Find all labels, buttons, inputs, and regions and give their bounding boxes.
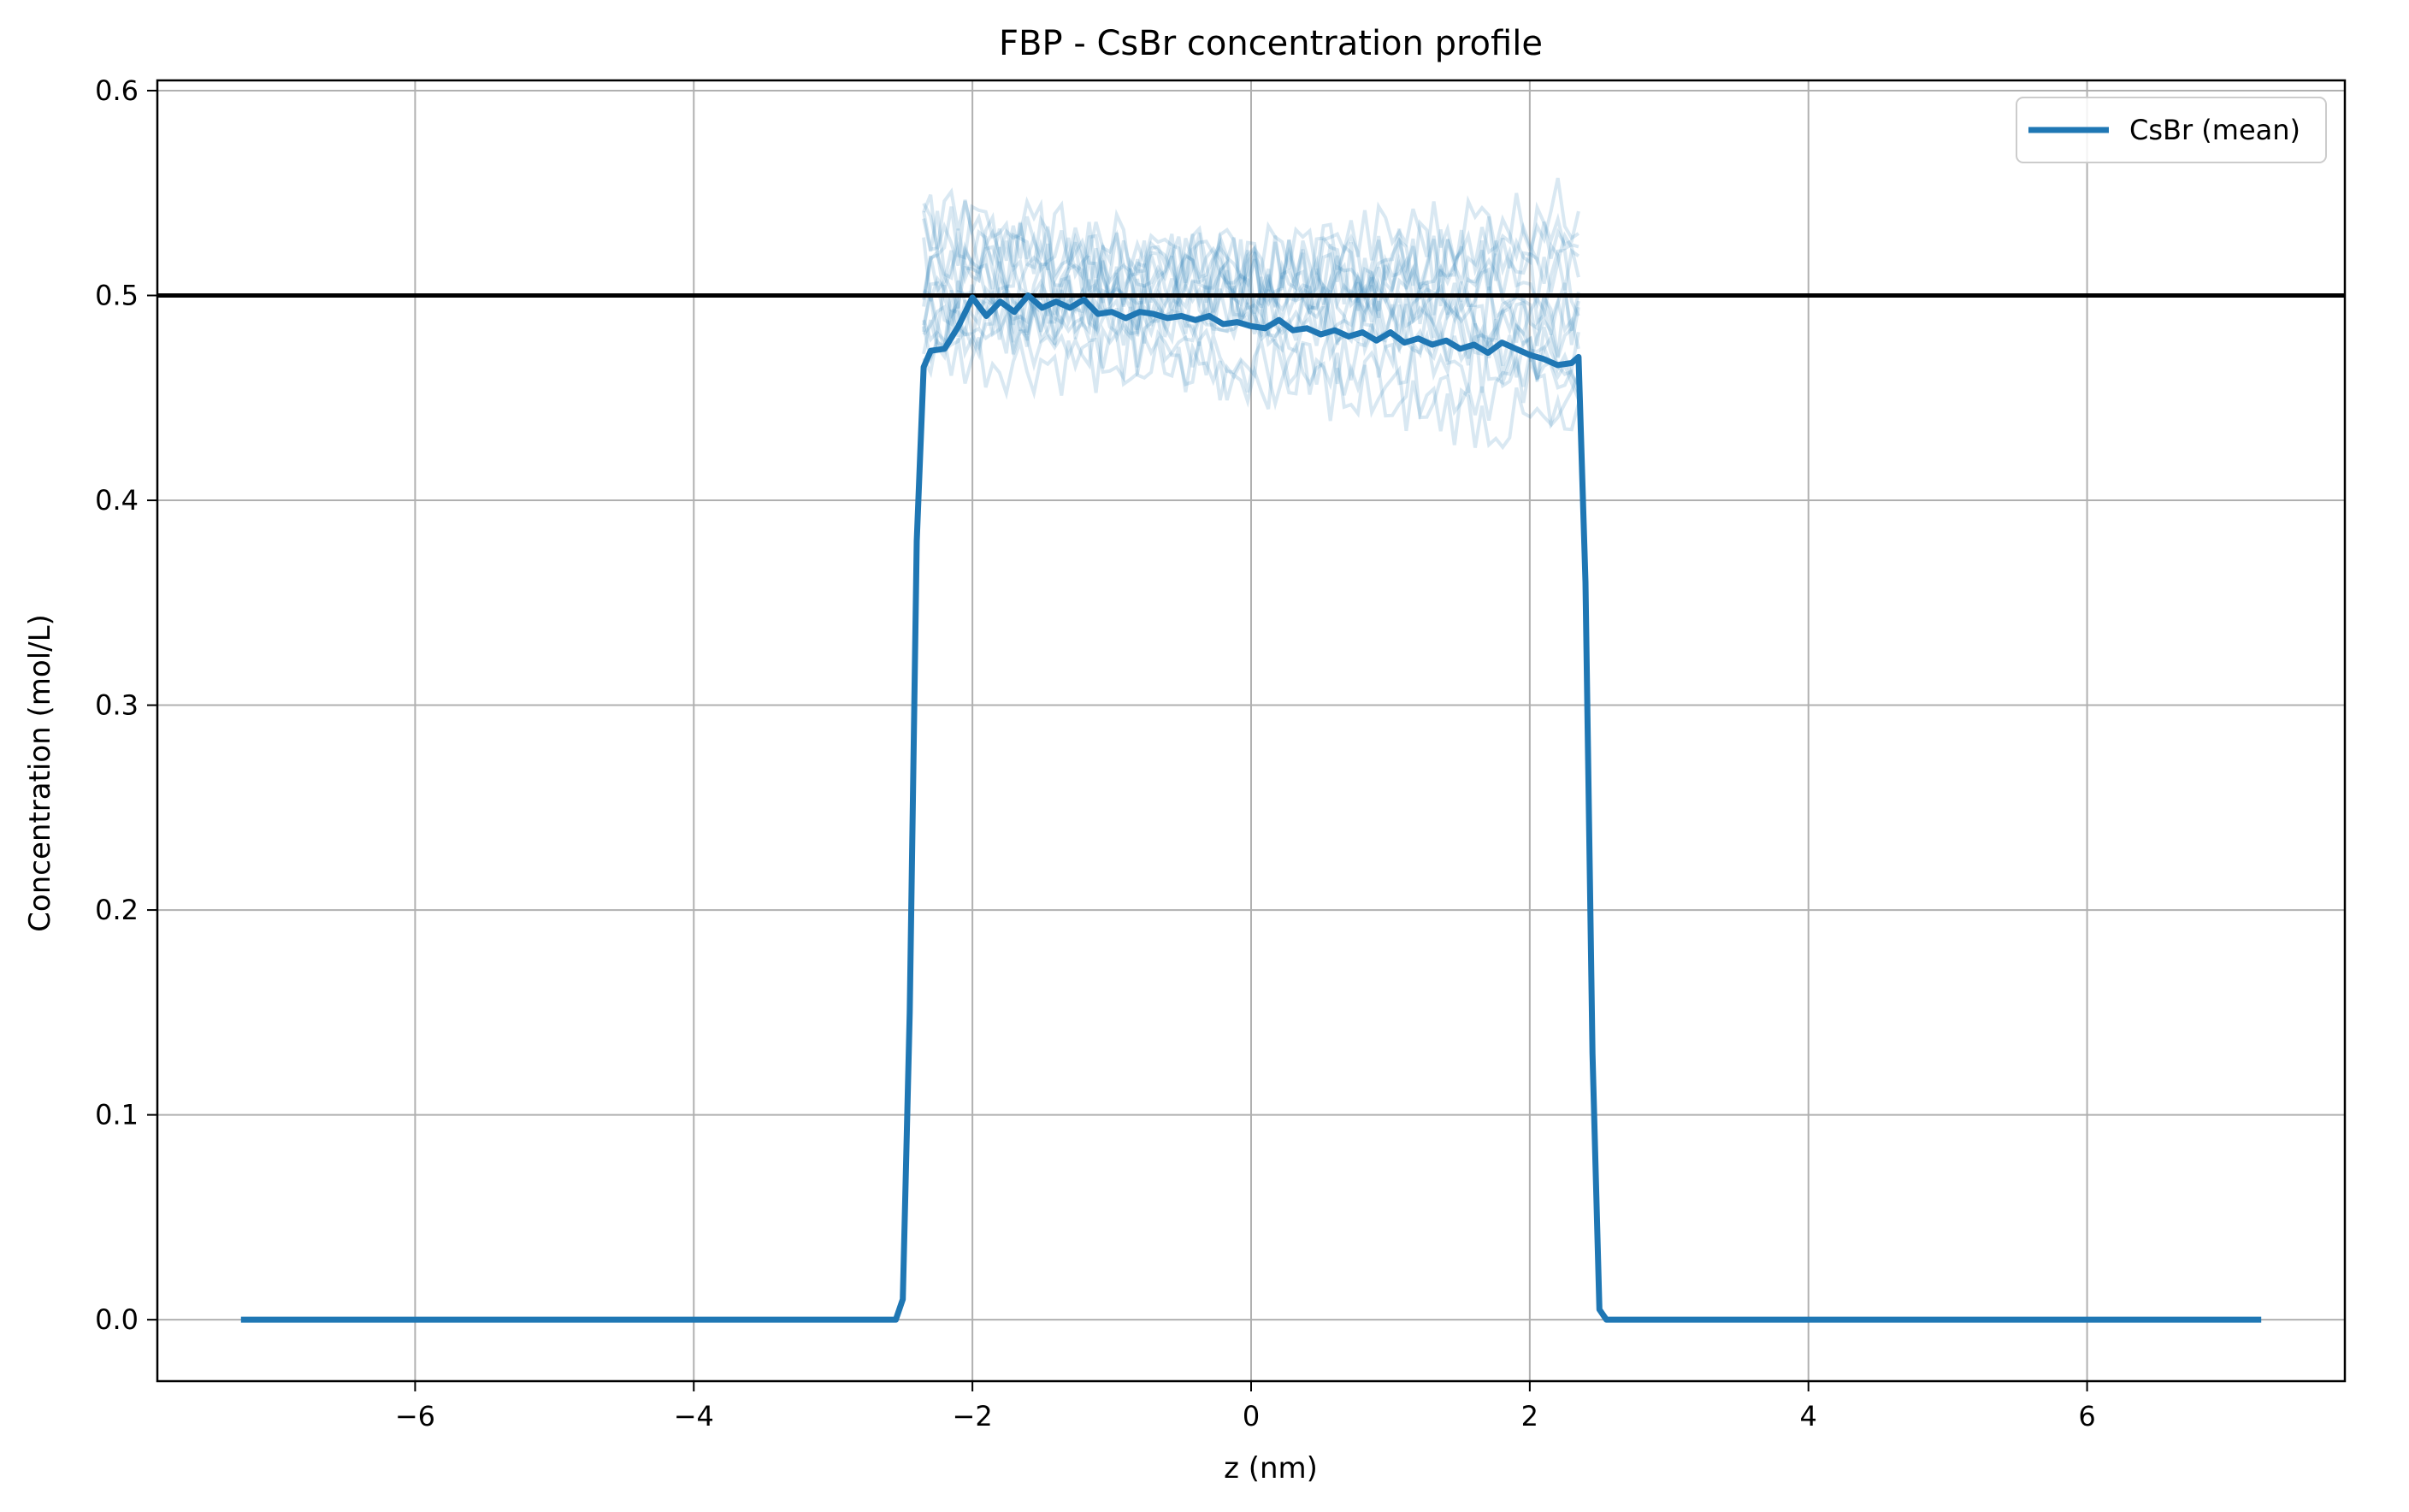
x-tick-label-3: 0 [1243,1400,1260,1432]
y-tick-label-4: 0.4 [95,484,139,517]
replica-line-9 [922,177,1580,333]
y-axis-ticks: 0.0 0.1 0.2 0.3 0.4 0.5 0.6 [95,74,157,1336]
replica-line-13 [922,296,1580,400]
replica-series-group [922,177,1580,451]
mean-series-group [240,292,2262,1323]
y-tick-label-6: 0.6 [95,74,139,107]
legend-frame [2016,97,2327,163]
chart-title: FBP - CsBr concentration profile [999,24,1543,63]
replica-line-7 [922,187,1580,346]
y-axis-label: Concentration (mol/L) [23,614,57,932]
replica-line-3 [922,210,1580,351]
x-tick-label-2: −2 [953,1400,993,1432]
mean-series-line-0 [240,292,2262,1323]
replica-line-11 [922,201,1579,362]
legend-label-mean: CsBr (mean) [2129,114,2300,146]
replica-line-8 [922,228,1580,310]
x-tick-label-0: −6 [395,1400,435,1432]
replica-line-2 [922,199,1580,390]
y-tick-label-0: 0.0 [95,1303,139,1336]
y-tick-label-5: 0.5 [95,280,139,312]
replica-line-4 [922,324,1580,429]
x-tick-label-6: 6 [2078,1400,2095,1432]
x-tick-label-5: 4 [1800,1400,1817,1432]
x-axis-ticks: −6 −4 −2 0 2 4 6 [395,1381,2096,1432]
y-tick-label-3: 0.3 [95,689,139,722]
y-tick-label-1: 0.1 [95,1099,139,1131]
replica-line-0 [922,275,1580,363]
x-tick-label-1: −4 [674,1400,714,1432]
x-tick-label-4: 2 [1521,1400,1538,1432]
y-tick-label-2: 0.2 [95,894,139,926]
legend: CsBr (mean) [2016,97,2327,163]
replica-line-6 [922,194,1580,350]
x-axis-label: z (nm) [1224,1451,1318,1485]
